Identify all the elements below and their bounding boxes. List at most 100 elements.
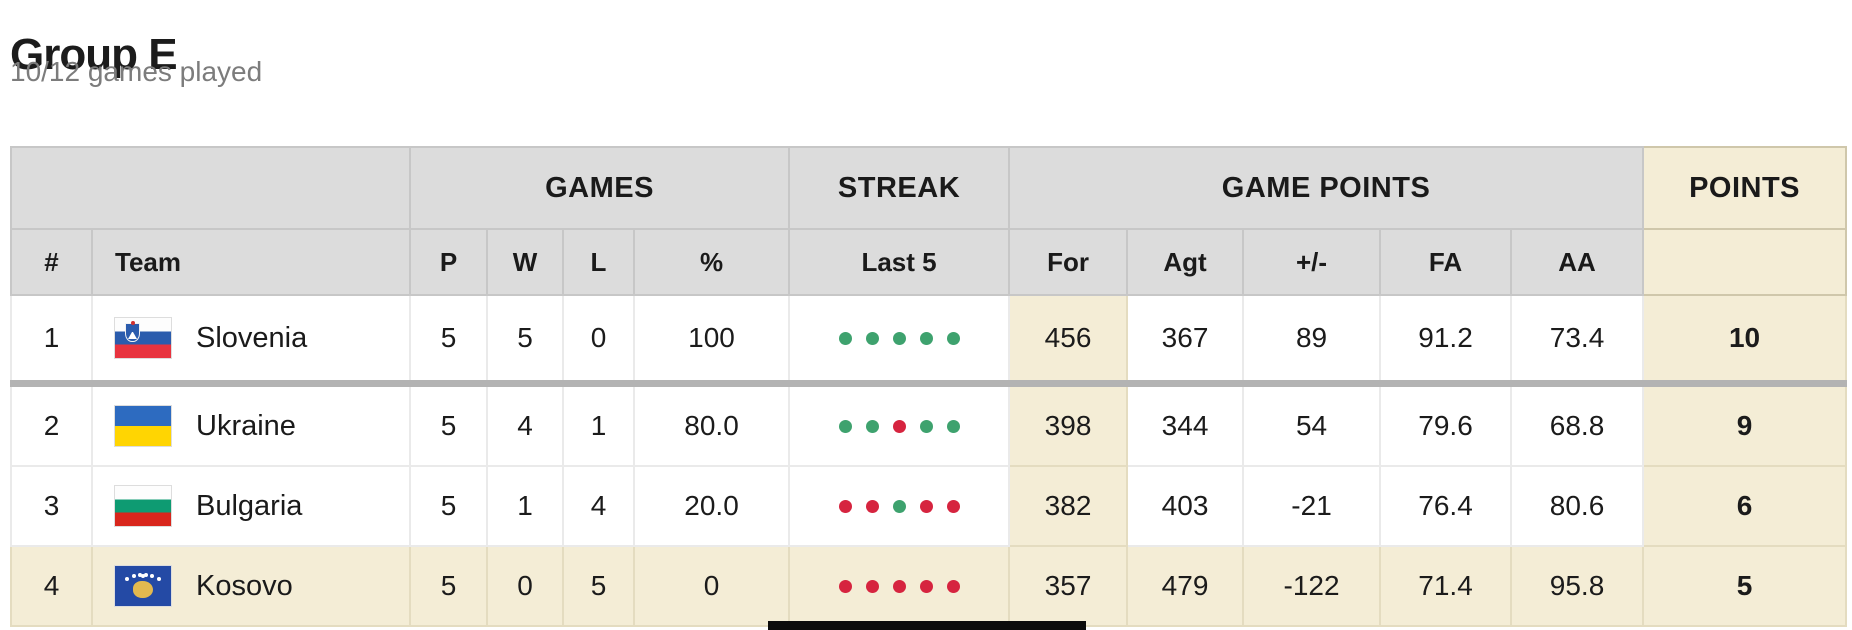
fa-cell: 79.6: [1379, 380, 1513, 467]
team-wrap: Ukraine: [94, 405, 408, 447]
team-row-bulgaria: 3 Bulgaria 5 1 4 20.0 382 403 -21 76.4 80.6 6: [10, 465, 1848, 547]
team-wrap: Slovenia: [94, 317, 408, 359]
team-name[interactable]: Slovenia: [196, 321, 308, 354]
plus-minus-cell: 54: [1242, 380, 1382, 467]
streak-dot-loss: [838, 499, 852, 513]
points-against-cell: 367: [1126, 294, 1245, 385]
col-header-played: P: [409, 228, 488, 296]
team-cell[interactable]: Ukraine: [91, 380, 411, 467]
losses-cell: 0: [562, 294, 635, 385]
team-wrap: Kosovo: [94, 565, 408, 607]
points-cell: 6: [1642, 465, 1848, 547]
col-header-points-blank: [1642, 228, 1848, 296]
losses-cell: 4: [562, 465, 635, 547]
rank-cell: 4: [10, 545, 93, 627]
col-header-aa: AA: [1510, 228, 1645, 296]
last5-dots: [791, 331, 1007, 345]
points-for-cell: 456: [1008, 294, 1129, 385]
team-name[interactable]: Ukraine: [196, 409, 296, 442]
plus-minus-cell: -122: [1242, 545, 1382, 627]
played-cell: 5: [409, 294, 488, 385]
points-for-cell: 357: [1008, 545, 1129, 627]
aa-cell: 68.8: [1510, 380, 1645, 467]
wins-cell: 0: [486, 545, 564, 627]
rank-cell: 1: [10, 294, 93, 385]
aa-cell: 73.4: [1510, 294, 1645, 385]
team-cell[interactable]: Bulgaria: [91, 465, 411, 547]
bulgaria-flag-icon: [114, 485, 172, 527]
team-cell[interactable]: Kosovo: [91, 545, 411, 627]
team-row-slovenia: 1 Slovenia 5 5 0 100 456 367 89 91.2 73.4 10: [10, 294, 1848, 385]
losses-cell: 5: [562, 545, 635, 627]
col-header-team: Team: [91, 228, 411, 296]
streak-dot-win: [892, 499, 906, 513]
streak-dot-loss: [892, 579, 906, 593]
streak-cell: [788, 294, 1011, 385]
wins-cell: 5: [486, 294, 564, 385]
wins-cell: 4: [486, 380, 564, 467]
team-row-ukraine: 2 Ukraine 5 4 1 80.0 398 344 54 79.6 68.8 9: [10, 380, 1848, 467]
played-cell: 5: [409, 545, 488, 627]
streak-dot-win: [838, 419, 852, 433]
aa-cell: 95.8: [1510, 545, 1645, 627]
col-header-losses: L: [562, 228, 635, 296]
points-against-cell: 479: [1126, 545, 1245, 627]
losses-cell: 1: [562, 380, 635, 467]
points-against-cell: 344: [1126, 380, 1245, 467]
col-header-last5: Last 5: [788, 228, 1011, 296]
streak-dot-loss: [946, 499, 960, 513]
points-cell: 9: [1642, 380, 1848, 467]
streak-dot-win: [838, 331, 852, 345]
rank-cell: 3: [10, 465, 93, 547]
plus-minus-cell: 89: [1242, 294, 1382, 385]
streak-dot-win: [919, 331, 933, 345]
team-cell[interactable]: Slovenia: [91, 294, 411, 385]
points-for-cell: 398: [1008, 380, 1129, 467]
streak-dot-loss: [838, 579, 852, 593]
fa-cell: 76.4: [1379, 465, 1513, 547]
col-header-rank: #: [10, 228, 93, 296]
points-cell: 5: [1642, 545, 1848, 627]
group-header-streak: STREAK: [788, 146, 1011, 230]
played-cell: 5: [409, 465, 488, 547]
played-cell: 5: [409, 380, 488, 467]
streak-dot-loss: [865, 499, 879, 513]
team-wrap: Bulgaria: [94, 485, 408, 527]
points-against-cell: 403: [1126, 465, 1245, 547]
team-row-kosovo: 4 Kosovo 5 0 5 0 357 479 -122 71.4 95.8 5: [10, 545, 1848, 627]
standings-body: 1 Slovenia 5 5 0 100 456 367 89 91.2 73.4 10 2 Ukrain…: [10, 294, 1848, 627]
streak-dot-win: [946, 331, 960, 345]
col-header-fa: FA: [1379, 228, 1513, 296]
streak-dot-win: [865, 331, 879, 345]
win-pct-cell: 80.0: [632, 380, 791, 467]
last5-dots: [791, 579, 1007, 593]
col-header-plus-minus: +/-: [1242, 228, 1382, 296]
games-played-subtitle: 10/12 games played: [10, 56, 263, 87]
streak-dot-loss: [919, 499, 933, 513]
win-pct-cell: 0: [632, 545, 791, 627]
team-name[interactable]: Bulgaria: [196, 489, 303, 522]
group-header-games: GAMES: [408, 146, 791, 230]
group-header-blank: [10, 146, 411, 230]
rank-cell: 2: [10, 380, 93, 467]
team-name[interactable]: Kosovo: [196, 569, 293, 602]
kosovo-flag-icon: [114, 565, 172, 607]
win-pct-cell: 20.0: [632, 465, 791, 547]
slovenia-flag-icon: [114, 317, 172, 359]
streak-cell: [788, 545, 1011, 627]
streak-cell: [788, 465, 1011, 547]
wins-cell: 1: [486, 465, 564, 547]
last5-dots: [791, 499, 1007, 513]
group-header-points: POINTS: [1642, 146, 1848, 230]
page-title: Group E: [10, 30, 178, 80]
streak-dot-loss: [865, 579, 879, 593]
col-header-agt: Agt: [1126, 228, 1245, 296]
streak-dot-loss: [946, 579, 960, 593]
plus-minus-cell: -21: [1242, 465, 1382, 547]
fa-cell: 91.2: [1379, 294, 1513, 385]
col-header-wins: W: [486, 228, 564, 296]
win-pct-cell: 100: [632, 294, 791, 385]
group-header-game-points: GAME POINTS: [1008, 146, 1645, 230]
column-header-row: # Team P W L % Last 5 For Agt +/- FA AA: [10, 228, 1848, 296]
streak-dot-win: [919, 419, 933, 433]
